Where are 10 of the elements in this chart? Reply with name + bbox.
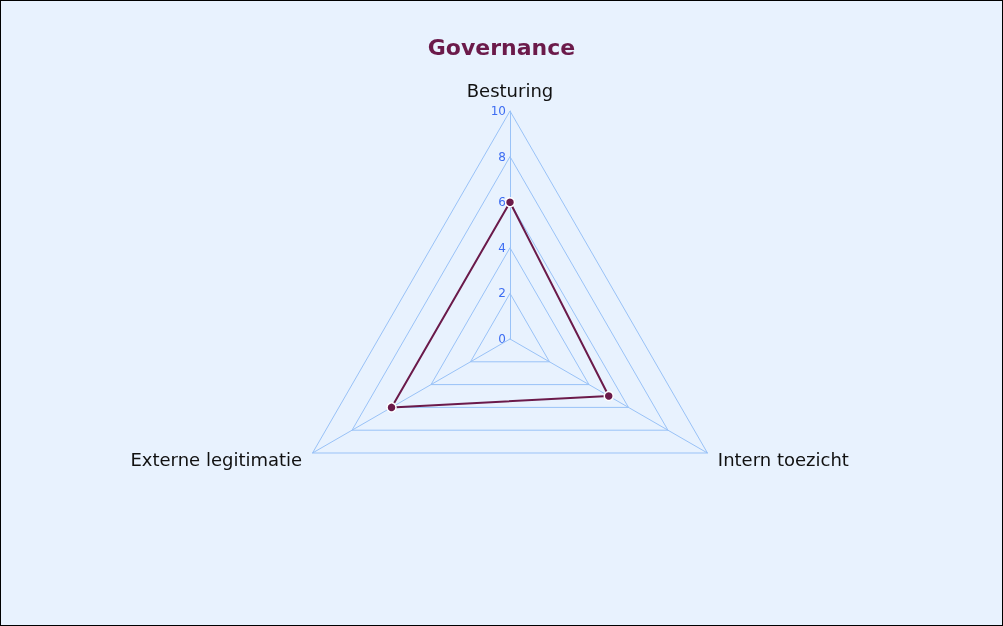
y-tick-label: 0	[498, 332, 506, 346]
y-tick-label: 8	[498, 149, 506, 164]
spoke-label: Intern toezicht	[717, 448, 849, 470]
y-tick-label: 10	[490, 104, 506, 118]
spoke-label: Besturing	[466, 79, 554, 101]
y-tick-label: 4	[498, 240, 506, 255]
chart-title: Governance	[427, 34, 576, 60]
y-tick-label: 2	[498, 286, 506, 301]
y-tick-label: 6	[498, 195, 506, 210]
spoke-label: Externe legitimatie	[130, 448, 303, 470]
